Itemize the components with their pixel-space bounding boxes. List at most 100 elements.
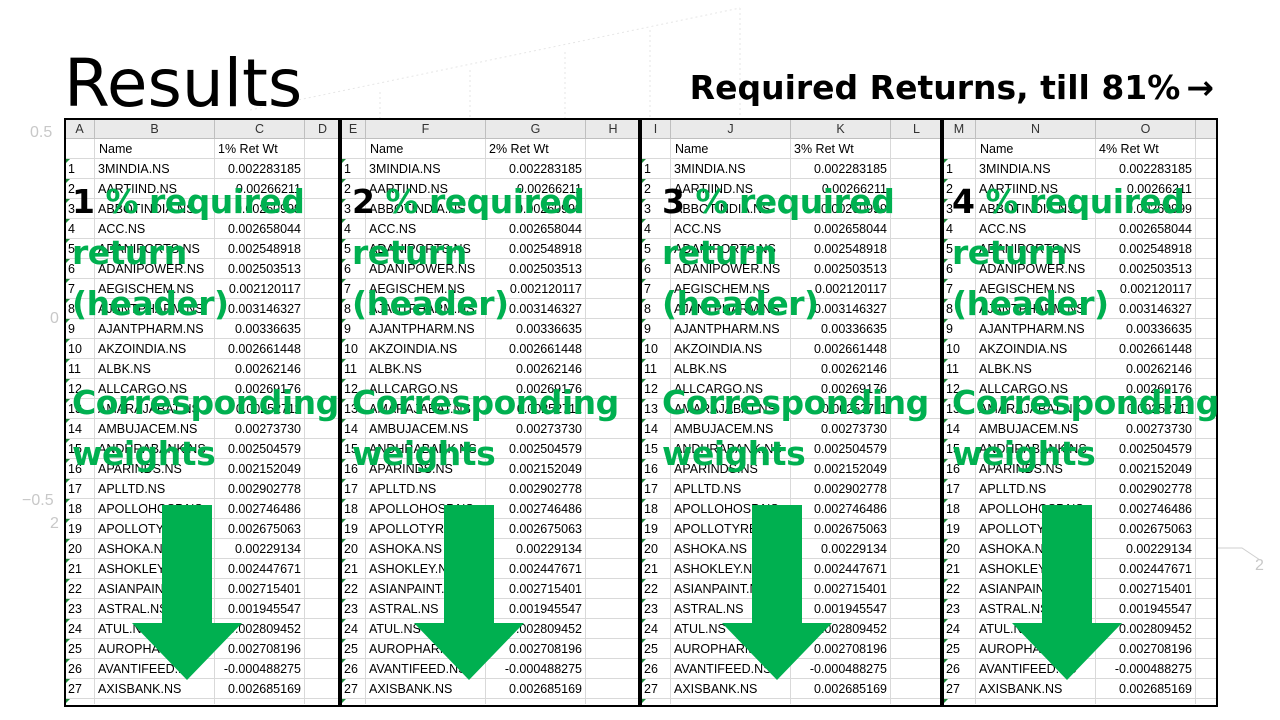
- blank-cell[interactable]: [304, 298, 340, 319]
- column-letter-header[interactable]: I: [640, 118, 671, 139]
- blank-cell[interactable]: [890, 478, 942, 499]
- row-index-cell[interactable]: 2: [64, 178, 95, 199]
- row-index-cell[interactable]: 12: [64, 378, 95, 399]
- row-index-cell[interactable]: 27: [942, 678, 976, 699]
- weight-cell[interactable]: 0.002544876: [1095, 698, 1196, 704]
- blank-cell[interactable]: [585, 558, 640, 579]
- ticker-cell[interactable]: ABBOTINDIA.NS: [365, 198, 486, 219]
- ticker-cell[interactable]: AXISBANK.NS: [975, 678, 1096, 699]
- blank-cell[interactable]: [890, 258, 942, 279]
- weight-cell[interactable]: 0.00252711: [485, 398, 586, 419]
- row-index-cell[interactable]: 2: [640, 178, 671, 199]
- ticker-cell[interactable]: ALBK.NS: [94, 358, 215, 379]
- ticker-cell[interactable]: AJANTPHARM.NS: [365, 298, 486, 319]
- ticker-cell[interactable]: AKZOINDIA.NS: [975, 338, 1096, 359]
- weight-cell[interactable]: 0.002548918: [214, 238, 305, 259]
- blank-cell[interactable]: [1195, 518, 1218, 539]
- row-index-cell[interactable]: 5: [340, 238, 366, 259]
- blank-cell[interactable]: [1195, 498, 1218, 519]
- weight-cell[interactable]: 0.002658044: [790, 218, 891, 239]
- weight-cell[interactable]: 0.002120117: [214, 278, 305, 299]
- column-letter-header[interactable]: O: [1095, 118, 1196, 139]
- weight-cell[interactable]: 0.002504579: [485, 438, 586, 459]
- ticker-cell[interactable]: ADANIPOWER.NS: [365, 258, 486, 279]
- row-index-cell[interactable]: 21: [64, 558, 95, 579]
- ticker-cell[interactable]: APLLTD.NS: [94, 478, 215, 499]
- blank-cell[interactable]: [1195, 598, 1218, 619]
- weight-cell[interactable]: 0.00273730: [1095, 418, 1196, 439]
- blank-cell[interactable]: [304, 158, 340, 179]
- weight-cell[interactable]: 0.002685169: [1095, 678, 1196, 699]
- blank-cell[interactable]: [585, 498, 640, 519]
- ticker-cell[interactable]: ABBOTINDIA.NS: [94, 198, 215, 219]
- weight-cell[interactable]: 0.002504579: [790, 438, 891, 459]
- row-index-cell[interactable]: 15: [340, 438, 366, 459]
- ticker-cell[interactable]: AXISBANK.NS: [670, 678, 791, 699]
- blank-cell[interactable]: [304, 418, 340, 439]
- row-index-cell[interactable]: 7: [64, 278, 95, 299]
- weight-cell[interactable]: 0.00252711: [1095, 398, 1196, 419]
- blank-cell[interactable]: [1195, 178, 1218, 199]
- weight-cell[interactable]: 0.002661448: [485, 338, 586, 359]
- row-index-cell[interactable]: 22: [64, 578, 95, 599]
- blank-cell[interactable]: [585, 178, 640, 199]
- ticker-cell[interactable]: BAJAJCORP.NS: [975, 698, 1096, 704]
- blank-cell[interactable]: [1195, 558, 1218, 579]
- blank-cell[interactable]: [304, 458, 340, 479]
- blank-cell[interactable]: [890, 518, 942, 539]
- weight-cell[interactable]: 0.00336635: [790, 318, 891, 339]
- ticker-cell[interactable]: AMARAJABAT.NS: [975, 398, 1096, 419]
- weight-cell[interactable]: 0.002685169: [485, 678, 586, 699]
- column-letter-header[interactable]: L: [890, 118, 942, 139]
- blank-cell[interactable]: [890, 198, 942, 219]
- ticker-cell[interactable]: APLLTD.NS: [670, 478, 791, 499]
- row-index-cell[interactable]: 19: [64, 518, 95, 539]
- blank-cell[interactable]: [304, 698, 340, 704]
- column-letter-header[interactable]: [1195, 118, 1218, 139]
- row-index-cell[interactable]: 2: [942, 178, 976, 199]
- blank-cell[interactable]: [585, 418, 640, 439]
- weight-cell[interactable]: 0.00266211: [485, 178, 586, 199]
- row-index-cell[interactable]: 20: [340, 538, 366, 559]
- blank-cell[interactable]: [304, 658, 340, 679]
- weight-cell[interactable]: 0.002548918: [485, 238, 586, 259]
- blank-cell[interactable]: [304, 438, 340, 459]
- ticker-cell[interactable]: ALLCARGO.NS: [975, 378, 1096, 399]
- row-index-cell[interactable]: 25: [942, 638, 976, 659]
- blank-cell[interactable]: [585, 338, 640, 359]
- column-letter-header[interactable]: C: [214, 118, 305, 139]
- row-index-cell[interactable]: 16: [640, 458, 671, 479]
- weight-cell[interactable]: 0.002504579: [214, 438, 305, 459]
- row-index-cell[interactable]: 4: [640, 218, 671, 239]
- row-index-cell[interactable]: 13: [64, 398, 95, 419]
- weight-cell[interactable]: 0.002503513: [485, 258, 586, 279]
- blank-cell[interactable]: [64, 138, 95, 159]
- ticker-cell[interactable]: ADANIPOWER.NS: [94, 258, 215, 279]
- weight-cell[interactable]: 0.001945547: [214, 598, 305, 619]
- weight-cell[interactable]: 0.002661448: [1095, 338, 1196, 359]
- row-index-cell[interactable]: 8: [64, 298, 95, 319]
- row-index-cell[interactable]: 26: [64, 658, 95, 679]
- blank-cell[interactable]: [1195, 418, 1218, 439]
- blank-cell[interactable]: [304, 318, 340, 339]
- ticker-cell[interactable]: ADANIPORTS.NS: [94, 238, 215, 259]
- ticker-cell[interactable]: AJANTPHARM.NS: [94, 318, 215, 339]
- weight-cell[interactable]: 0.002152049: [1095, 458, 1196, 479]
- row-index-cell[interactable]: 14: [942, 418, 976, 439]
- weight-cell[interactable]: 0.002152049: [214, 458, 305, 479]
- blank-cell[interactable]: [1195, 378, 1218, 399]
- blank-cell[interactable]: [890, 318, 942, 339]
- name-column-header[interactable]: Name: [670, 138, 791, 159]
- blank-cell[interactable]: [1195, 278, 1218, 299]
- row-index-cell[interactable]: 1: [64, 158, 95, 179]
- row-index-cell[interactable]: 9: [640, 318, 671, 339]
- blank-cell[interactable]: [304, 238, 340, 259]
- weight-cell[interactable]: 0.002283185: [485, 158, 586, 179]
- blank-cell[interactable]: [585, 258, 640, 279]
- blank-cell[interactable]: [585, 318, 640, 339]
- row-index-cell[interactable]: 27: [64, 678, 95, 699]
- ticker-cell[interactable]: ALLCARGO.NS: [670, 378, 791, 399]
- row-index-cell[interactable]: 7: [640, 278, 671, 299]
- blank-cell[interactable]: [585, 358, 640, 379]
- column-letter-header[interactable]: H: [585, 118, 640, 139]
